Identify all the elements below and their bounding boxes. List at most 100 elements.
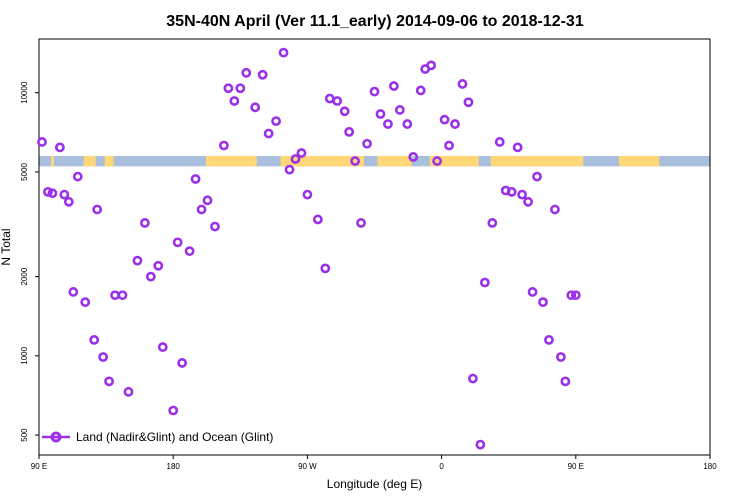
data-point bbox=[98, 352, 109, 362]
land-span bbox=[83, 155, 96, 167]
data-point bbox=[538, 297, 548, 308]
data-point bbox=[229, 96, 240, 106]
land-ocean-band bbox=[39, 155, 710, 167]
y-tick-label: 5000 bbox=[20, 162, 29, 180]
data-point bbox=[312, 214, 323, 225]
land-span bbox=[377, 155, 412, 167]
data-point bbox=[202, 195, 213, 206]
data-point bbox=[350, 156, 361, 166]
plot-frame bbox=[38, 38, 711, 456]
x-tick-label: 90 E bbox=[31, 462, 47, 471]
data-point bbox=[190, 174, 201, 184]
data-point bbox=[555, 352, 566, 362]
data-point bbox=[278, 47, 289, 58]
data-point bbox=[145, 271, 156, 282]
data-point bbox=[375, 109, 386, 119]
y-axis-label: N Total bbox=[0, 228, 13, 265]
data-point bbox=[110, 290, 120, 301]
data-point bbox=[479, 277, 490, 288]
land-span bbox=[206, 155, 257, 167]
data-point bbox=[383, 119, 393, 129]
data-point bbox=[284, 164, 295, 175]
data-point bbox=[415, 85, 426, 96]
data-point bbox=[570, 290, 581, 301]
data-point bbox=[369, 86, 380, 97]
land-span bbox=[490, 155, 584, 167]
data-point bbox=[290, 154, 301, 164]
data-point bbox=[487, 218, 498, 228]
data-point bbox=[263, 128, 274, 139]
data-point bbox=[80, 297, 91, 308]
data-point bbox=[432, 156, 443, 166]
data-point bbox=[104, 376, 114, 387]
data-point bbox=[512, 142, 523, 153]
land-span bbox=[619, 155, 660, 167]
data-point bbox=[123, 386, 134, 397]
data-point bbox=[362, 138, 372, 149]
x-axis-ticks: 90 E 180 90 W 0 90 E 180 bbox=[31, 455, 717, 471]
y-tick-label: 500 bbox=[20, 428, 29, 442]
data-point bbox=[324, 93, 335, 104]
data-point bbox=[89, 334, 100, 345]
y-tick-label: 2000 bbox=[20, 267, 29, 285]
data-point bbox=[218, 140, 229, 151]
legend-marker bbox=[50, 431, 62, 443]
data-point bbox=[210, 221, 220, 232]
x-tick-label: 0 bbox=[439, 462, 444, 471]
data-point bbox=[235, 83, 246, 94]
data-point bbox=[177, 358, 188, 368]
data-point bbox=[63, 196, 74, 207]
data-point bbox=[332, 96, 343, 106]
chart-title: 35N-40N April (Ver 11.1_early) 2014-09-0… bbox=[166, 13, 584, 30]
x-axis-label: Longitude (deg E) bbox=[327, 477, 422, 491]
data-point bbox=[344, 126, 355, 137]
land-span bbox=[50, 155, 54, 167]
data-point bbox=[475, 439, 486, 450]
land-span bbox=[429, 155, 479, 167]
data-point bbox=[517, 189, 528, 200]
land-span bbox=[104, 155, 114, 167]
y-axis-ticks: 500 1000 2000 5000 10000 bbox=[20, 81, 39, 442]
data-point bbox=[37, 137, 47, 147]
legend: Land (Nadir&Glint) and Ocean (Glint) bbox=[42, 430, 273, 444]
data-point bbox=[550, 204, 560, 215]
data-point bbox=[54, 142, 65, 153]
x-tick-label: 180 bbox=[703, 462, 717, 471]
legend-label: Land (Nadir&Glint) and Ocean (Glint) bbox=[76, 430, 273, 444]
data-point bbox=[47, 188, 58, 199]
data-point bbox=[59, 189, 70, 200]
x-tick-label: 90 W bbox=[298, 462, 317, 471]
ocean-band bbox=[39, 155, 710, 167]
data-point bbox=[157, 342, 168, 352]
data-point bbox=[506, 186, 517, 197]
data-point bbox=[302, 189, 313, 200]
data-point bbox=[450, 119, 460, 129]
data-point bbox=[560, 376, 571, 387]
data-point bbox=[320, 263, 331, 274]
data-point bbox=[223, 83, 234, 94]
x-tick-label: 180 bbox=[167, 462, 181, 471]
data-point bbox=[402, 119, 413, 129]
data-point bbox=[566, 290, 577, 301]
data-point bbox=[72, 171, 83, 182]
data-point bbox=[457, 79, 468, 89]
data-point bbox=[153, 260, 164, 271]
data-point bbox=[523, 196, 533, 207]
data-points bbox=[37, 47, 581, 450]
data-point bbox=[139, 218, 150, 228]
data-point bbox=[388, 81, 399, 91]
data-point bbox=[463, 97, 474, 108]
data-point bbox=[394, 105, 405, 115]
data-point bbox=[271, 116, 281, 127]
data-point bbox=[356, 218, 366, 228]
data-point bbox=[68, 287, 79, 297]
data-point bbox=[43, 186, 53, 197]
data-point bbox=[426, 60, 437, 71]
land-span bbox=[280, 155, 365, 167]
x-tick-label: 90 E bbox=[568, 462, 584, 471]
y-tick-label: 1000 bbox=[20, 346, 29, 364]
data-point bbox=[132, 255, 143, 266]
y-tick-label: 10000 bbox=[20, 81, 29, 104]
data-point bbox=[172, 237, 183, 248]
